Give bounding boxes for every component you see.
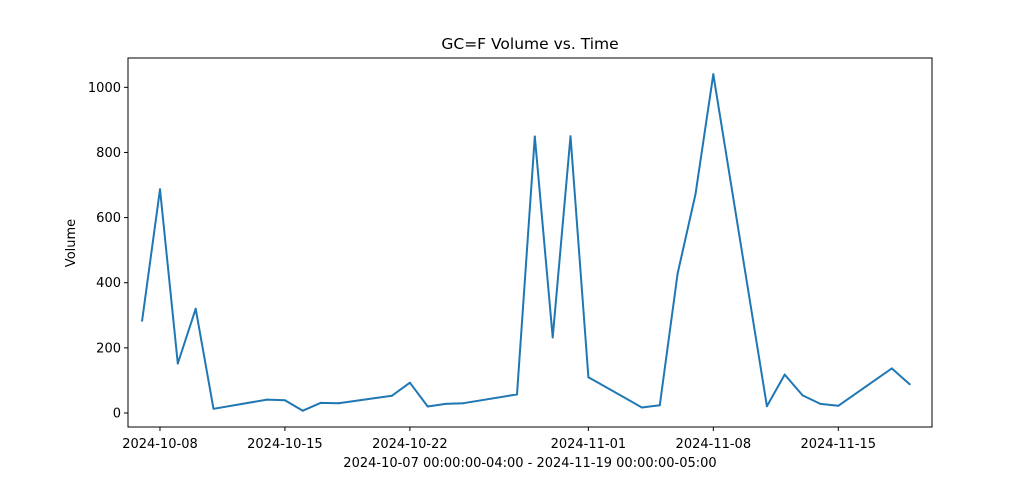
data-point	[551, 336, 554, 339]
data-point	[301, 409, 304, 412]
chart-title: GC=F Volume vs. Time	[441, 35, 618, 53]
y-tick-label: 200	[96, 341, 121, 356]
data-point	[444, 402, 447, 405]
data-point	[337, 402, 340, 405]
data-point	[819, 402, 822, 405]
x-tick-label: 2024-11-01	[551, 437, 627, 452]
data-point	[694, 193, 697, 196]
y-tick-label: 800	[96, 146, 121, 161]
data-point	[533, 135, 536, 138]
data-point	[141, 319, 144, 322]
data-point	[283, 399, 286, 402]
data-point	[212, 407, 215, 410]
data-point	[837, 404, 840, 407]
data-point	[783, 373, 786, 376]
data-point	[640, 406, 643, 409]
data-point	[516, 393, 518, 396]
data-point	[658, 404, 661, 407]
data-point	[569, 135, 572, 138]
x-tick-label: 2024-11-08	[676, 437, 752, 452]
data-point	[587, 376, 590, 379]
data-point	[908, 383, 911, 386]
x-tick-label: 2024-10-15	[247, 437, 323, 452]
data-point	[712, 73, 715, 76]
data-point	[890, 367, 893, 370]
data-point	[462, 402, 465, 405]
data-point	[426, 405, 429, 408]
data-point	[176, 362, 179, 365]
y-tick-label: 1000	[88, 81, 121, 96]
data-point	[391, 394, 393, 397]
y-axis-label: Volume	[64, 219, 79, 267]
x-tick-label: 2024-10-08	[122, 437, 198, 452]
data-point	[765, 405, 768, 408]
x-tick-label: 2024-11-15	[801, 437, 877, 452]
data-point	[676, 272, 679, 275]
series-group	[141, 73, 911, 412]
plot-area	[127, 57, 933, 428]
data-point	[408, 381, 411, 384]
data-point	[801, 394, 804, 397]
data-point	[194, 307, 197, 310]
x-axis-ticks: 2024-10-08 2024-10-15 2024-10-22 2024-11-01…	[122, 427, 876, 452]
y-axis-ticks: 0 200 400 600 800 1000	[88, 81, 128, 421]
y-tick-label: 400	[96, 276, 121, 291]
y-tick-label: 600	[96, 211, 121, 226]
series-line	[141, 73, 911, 412]
x-axis-label: 2024-10-07 00:00:00-04:00 - 2024-11-19 0…	[343, 456, 716, 471]
x-tick-label: 2024-10-22	[372, 437, 448, 452]
data-point	[266, 398, 269, 401]
data-point	[159, 188, 161, 191]
y-tick-label: 0	[113, 406, 121, 421]
data-point	[319, 401, 322, 404]
